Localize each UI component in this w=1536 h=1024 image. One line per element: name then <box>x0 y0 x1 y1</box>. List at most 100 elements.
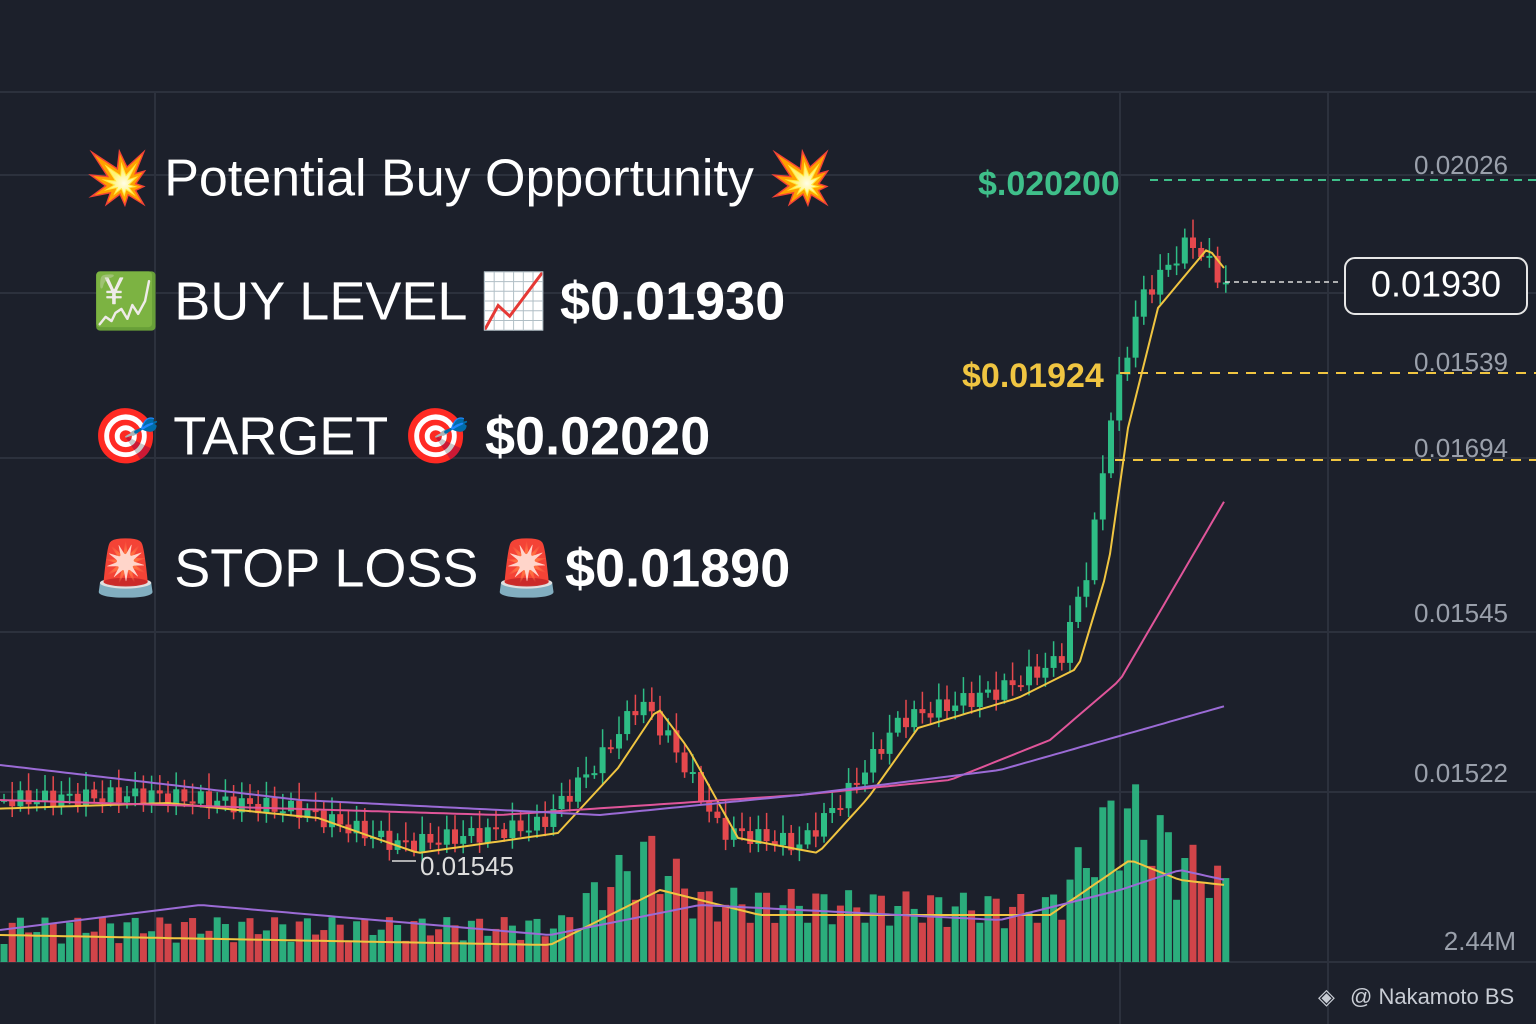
volume-bar <box>1123 808 1131 962</box>
candle <box>25 790 32 805</box>
candle <box>894 717 901 733</box>
candle <box>484 827 491 843</box>
candle <box>681 752 688 773</box>
volume-bar <box>148 931 156 962</box>
volume-bar <box>435 929 443 962</box>
candle <box>550 809 557 827</box>
candle <box>870 748 877 773</box>
volume-bar <box>1205 897 1213 962</box>
candle <box>1116 374 1123 421</box>
candle <box>796 844 803 851</box>
candles <box>0 219 1230 962</box>
volume-bar <box>1214 865 1222 962</box>
watermark: @ Nakamoto BS <box>1350 984 1514 1009</box>
volume-bar <box>935 897 943 962</box>
ma-mid <box>0 501 1225 816</box>
volume-bar <box>1050 894 1058 962</box>
candle <box>862 772 868 785</box>
volume-bar <box>746 922 754 962</box>
candle <box>1132 316 1139 358</box>
candle <box>452 829 458 844</box>
candle <box>755 829 762 845</box>
volume-bar <box>754 892 762 962</box>
volume-bar <box>369 934 377 962</box>
volume-bar <box>640 841 648 962</box>
candle <box>886 732 893 754</box>
volume-bar <box>467 920 475 962</box>
volume-bar <box>722 904 730 962</box>
signal-label: 🚨 STOP LOSS 🚨 <box>92 537 561 598</box>
candle <box>534 816 540 831</box>
volume-bar <box>1189 844 1197 962</box>
volume-bar <box>681 888 689 962</box>
candle <box>1190 237 1196 248</box>
volume-bar <box>992 898 1000 962</box>
volume-bar <box>25 932 33 962</box>
candle <box>443 829 450 845</box>
candle <box>206 791 212 809</box>
candle <box>312 810 319 813</box>
high-label: $.020200 <box>978 165 1120 203</box>
candle <box>1075 596 1082 622</box>
volume-bar <box>984 896 992 962</box>
volume-bar <box>500 917 508 962</box>
volume-bar <box>189 918 197 962</box>
volume-bar <box>98 917 106 962</box>
volume-bar <box>1033 922 1041 962</box>
volume-bar <box>115 943 123 962</box>
volume-bar <box>1132 784 1140 962</box>
candle <box>1099 473 1106 520</box>
candle <box>853 782 860 785</box>
candle <box>165 793 171 805</box>
volume-bar <box>172 942 180 962</box>
candle <box>468 828 475 837</box>
candle <box>1034 666 1041 678</box>
price-label: 0.01545 <box>1414 598 1508 628</box>
volume-bar <box>525 920 533 962</box>
candle <box>640 701 647 716</box>
signal-price: $0.01930 <box>560 271 785 331</box>
volume-bar <box>566 917 574 962</box>
candle <box>558 795 565 810</box>
candle <box>115 787 122 803</box>
candle <box>911 709 918 728</box>
candle <box>788 832 795 851</box>
grid <box>0 91 1536 1024</box>
volume-bar <box>656 894 664 962</box>
volume-bar <box>697 891 705 962</box>
candle <box>50 790 57 807</box>
volume-bar <box>607 887 615 962</box>
candle <box>501 829 508 839</box>
volume-bar <box>845 890 853 962</box>
candle <box>304 810 311 819</box>
candle <box>99 798 106 803</box>
volume-bar <box>1091 877 1099 962</box>
volume-bar <box>1074 847 1082 962</box>
volume-bar <box>730 887 738 962</box>
candle <box>238 798 245 813</box>
candle <box>181 789 188 802</box>
candle <box>173 789 180 805</box>
volume-bar <box>910 908 918 962</box>
candle <box>197 791 204 804</box>
candle <box>993 689 1000 700</box>
price-label: 0.01539 <box>1414 347 1508 377</box>
candle <box>156 790 163 794</box>
volume-bar <box>90 931 98 962</box>
candle <box>361 820 368 839</box>
volume-bar <box>205 930 213 962</box>
candle <box>714 811 721 818</box>
candle <box>739 828 745 832</box>
candle <box>1124 357 1131 375</box>
signal-price: $0.02020 <box>485 406 710 466</box>
volume-bar <box>74 917 82 962</box>
candle <box>378 830 385 838</box>
candle <box>1091 519 1098 581</box>
candle <box>878 748 885 754</box>
candle <box>607 747 614 750</box>
signal-label: 🎯 TARGET 🎯 <box>92 406 470 466</box>
candle <box>107 787 114 803</box>
volume-bar <box>230 942 238 962</box>
volume-bar <box>197 933 205 962</box>
candle <box>985 689 991 693</box>
